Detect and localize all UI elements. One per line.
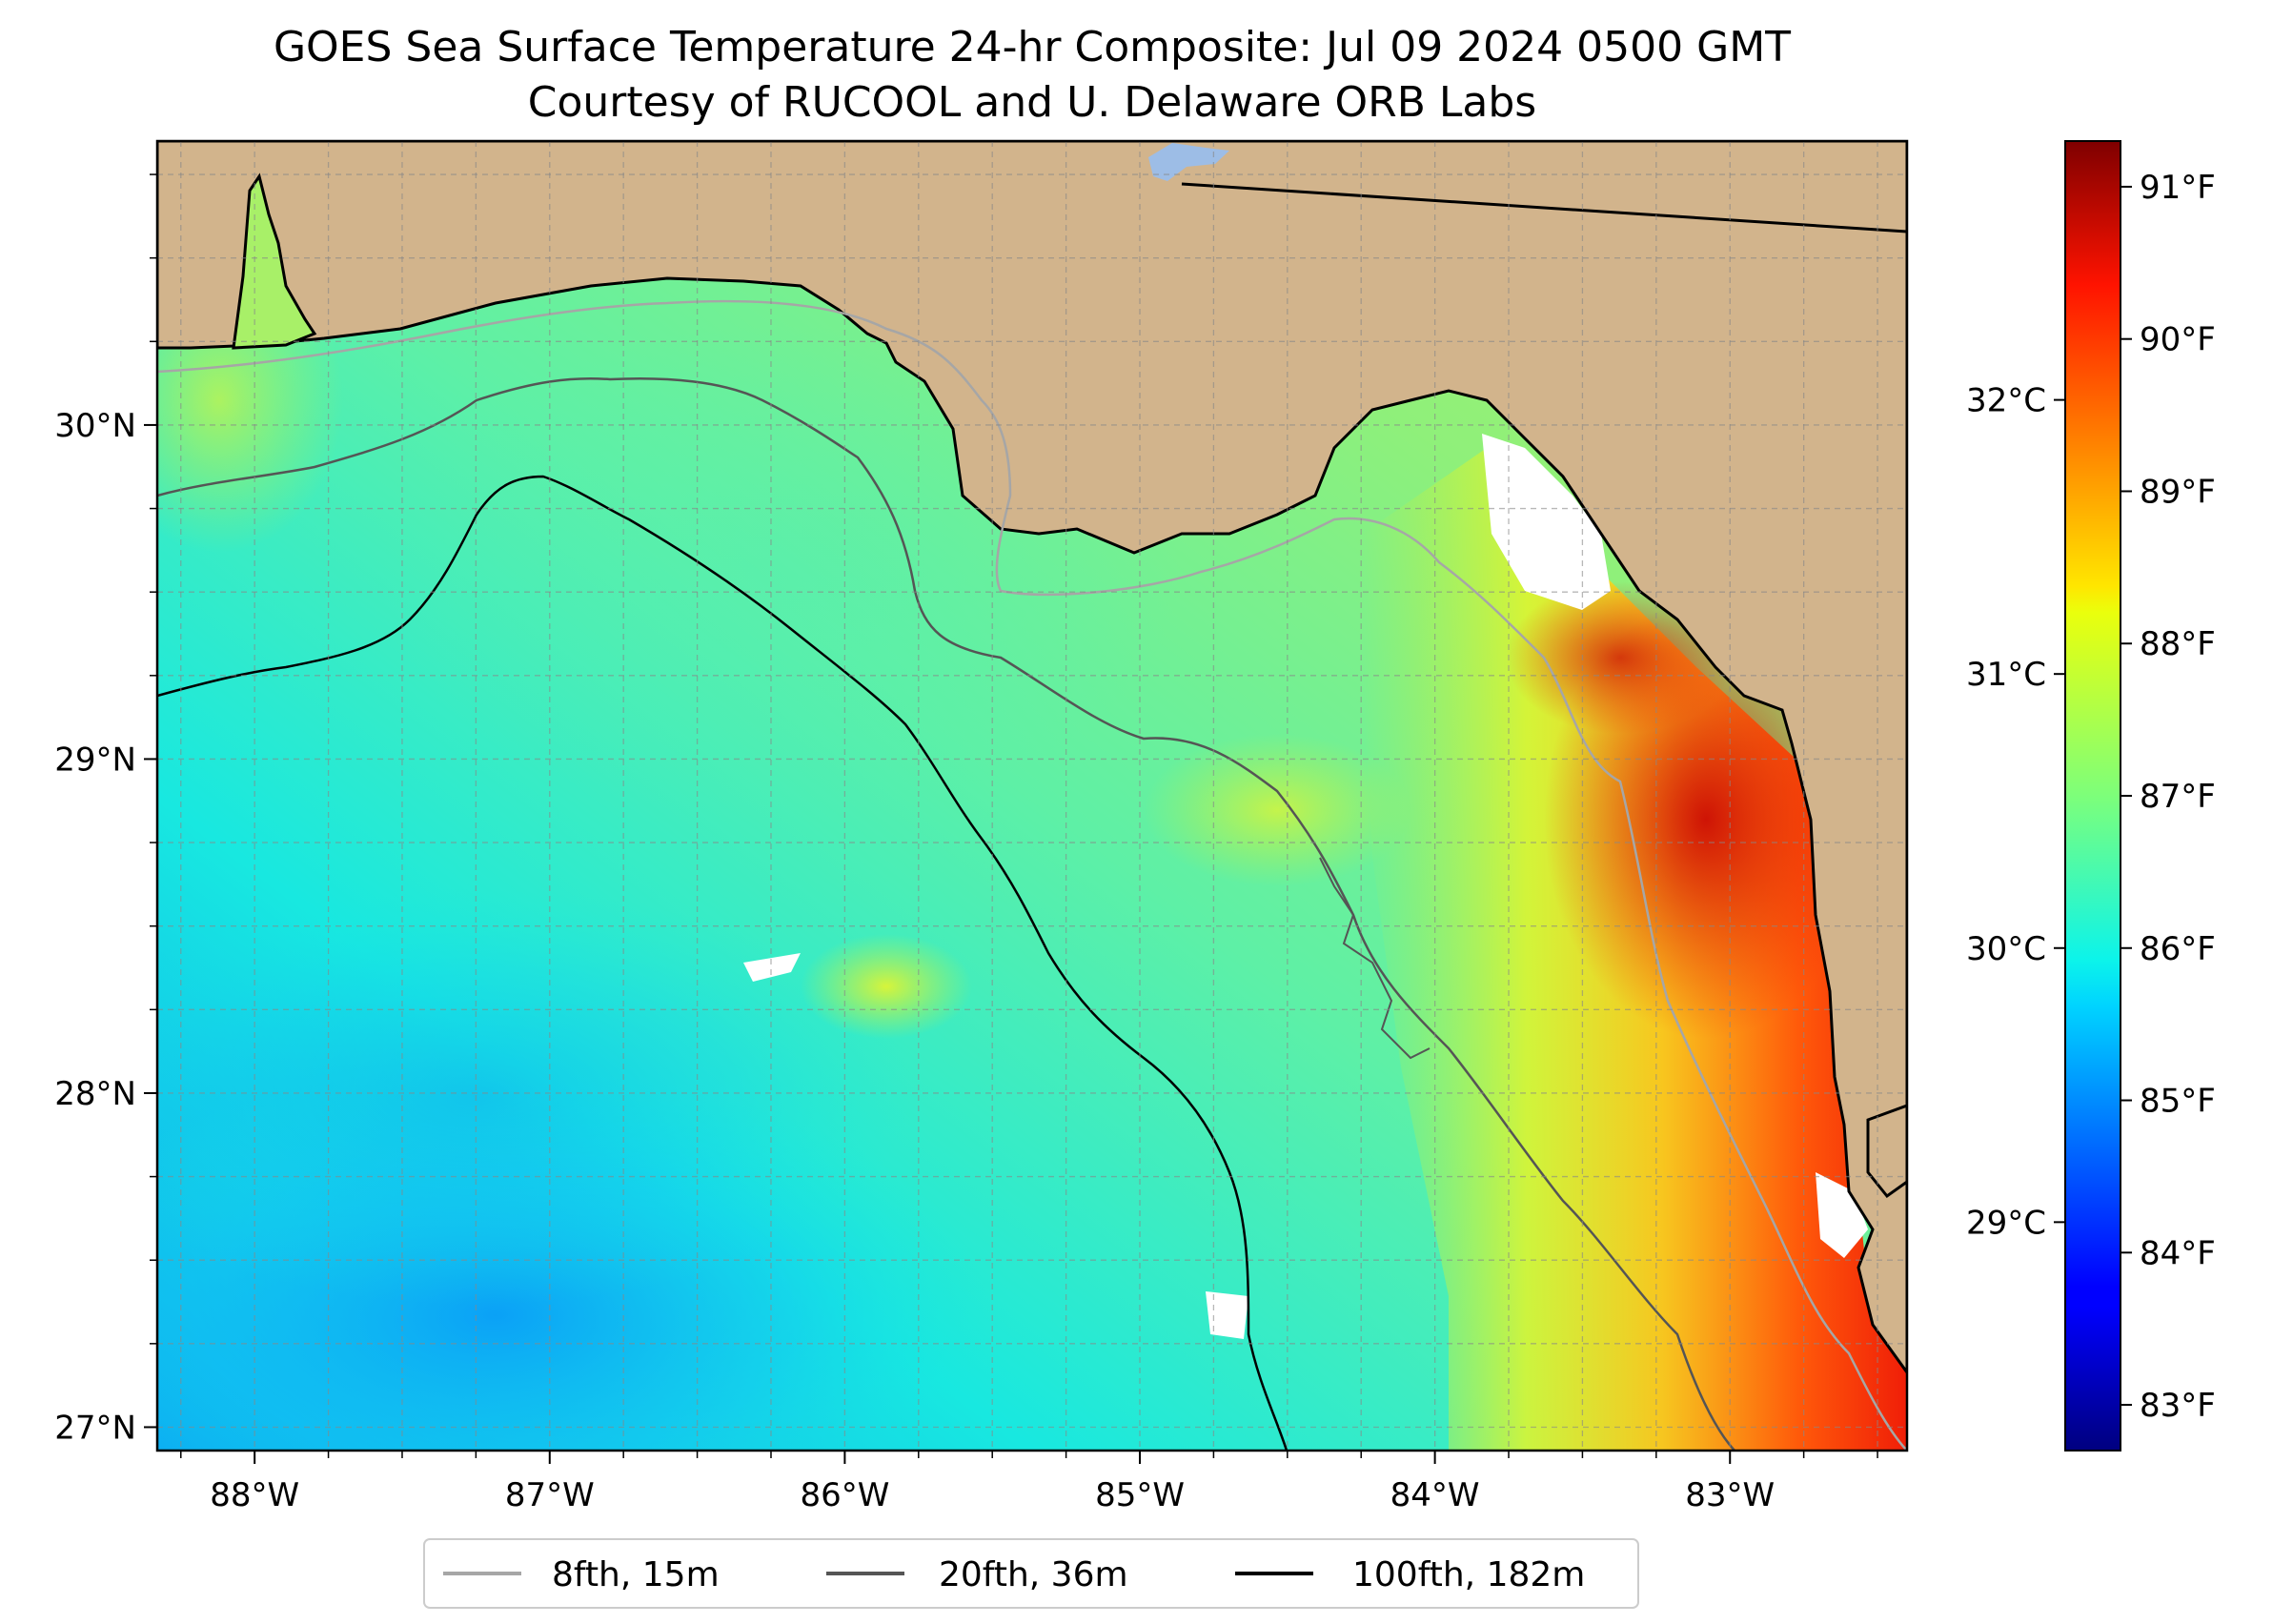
colorbar-f-label: 90°F — [2140, 321, 2216, 359]
legend-label-20fth: 20fth, 36m — [939, 1555, 1128, 1594]
lon-tick-label: 83°W — [1685, 1476, 1775, 1514]
colorbar-gradient — [2064, 140, 2121, 1451]
warm-patch-east-central — [1144, 734, 1410, 886]
map-title-line1: GOES Sea Surface Temperature 24-hr Compo… — [274, 23, 1791, 71]
contour-8fth-15m — [157, 299, 1907, 1451]
colorbar-f-label: 86°F — [2140, 930, 2216, 968]
map-frame — [155, 139, 1909, 1452]
lat-tick-label: 27°N — [54, 1409, 136, 1447]
colorbar-f-label: 89°F — [2140, 473, 2216, 511]
contour-20fth-36m — [157, 376, 1735, 1451]
colorbar-f-label: 84°F — [2140, 1234, 2216, 1272]
contour-20fth-bigbend-detail — [1319, 857, 1431, 1060]
lat-tick-label: 28°N — [54, 1075, 136, 1113]
map-axis-ticks: 88°W 87°W 86°W 85°W 84°W 83°W 27°N 28°N 29°N 30°N — [54, 173, 1878, 1514]
legend-label-8fth: 8fth, 15m — [552, 1555, 720, 1594]
lon-tick-label: 84°W — [1390, 1476, 1480, 1514]
contour-legend: 8fth, 15m 20fth, 36m 100fth, 182m — [423, 1538, 1639, 1609]
lat-tick-label: 30°N — [54, 407, 136, 445]
colorbar-f-label: 87°F — [2140, 778, 2216, 816]
lat-tick-label: 29°N — [54, 741, 136, 779]
legend-label-100fth: 100fth, 182m — [1352, 1555, 1585, 1594]
nodata-offshore-1 — [743, 953, 801, 982]
colorbar-f-label: 85°F — [2140, 1083, 2216, 1121]
nodata-tampa — [1816, 1172, 1868, 1258]
nodata-apalachee — [1482, 434, 1611, 610]
colorbar-c-label: 31°C — [1966, 656, 2046, 694]
colorbar: 83°F 84°F 85°F 86°F 87°F 88°F 89°F 90°F 91°F 29°C… — [1966, 140, 2216, 1451]
map-panel — [157, 141, 1907, 1451]
map-title-line2: Courtesy of RUCOOL and U. Delaware ORB L… — [528, 78, 1536, 127]
colorbar-f-label: 88°F — [2140, 625, 2216, 663]
land-north — [157, 141, 1907, 1375]
legend-box — [423, 1538, 1639, 1609]
state-border — [1181, 182, 1907, 233]
land-mobile-bay-peninsula — [232, 173, 317, 350]
colorbar-c-label: 32°C — [1966, 382, 2046, 420]
map-gridlines — [157, 141, 1907, 1451]
colorbar-f-label: 83°F — [2140, 1387, 2216, 1425]
colorbar-f-label: 91°F — [2140, 169, 2216, 207]
warm-patch-central — [801, 934, 972, 1039]
lon-tick-label: 88°W — [210, 1476, 299, 1514]
cool-band-west — [157, 886, 915, 1306]
contour-100fth-182m — [157, 475, 1289, 1451]
colorbar-ticks: 83°F 84°F 85°F 86°F 87°F 88°F 89°F 90°F 91°F 29°C… — [1966, 169, 2216, 1425]
lon-tick-label: 85°W — [1095, 1476, 1185, 1514]
lon-tick-label: 86°W — [800, 1476, 889, 1514]
lake-seminole — [1148, 143, 1229, 181]
colorbar-c-label: 30°C — [1966, 930, 2046, 968]
lon-tick-label: 87°W — [505, 1476, 595, 1514]
colorbar-c-label: 29°C — [1966, 1204, 2046, 1242]
nodata-offshore-2 — [1206, 1291, 1248, 1339]
